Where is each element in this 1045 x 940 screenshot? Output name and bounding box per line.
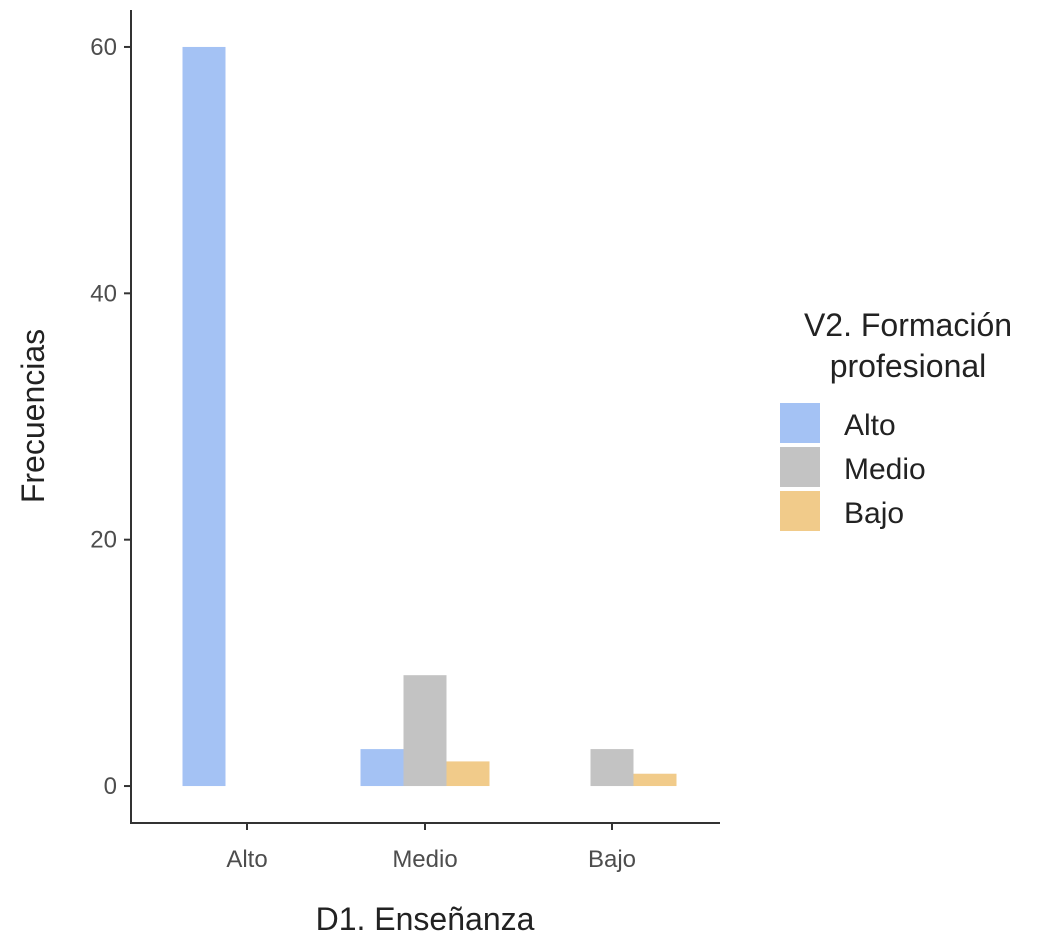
y-axis-ticks: 0 20 40 60: [90, 34, 131, 800]
x-tick-label: Bajo: [588, 846, 636, 873]
legend: V2. Formación profesional Alto Medio Bajo: [780, 307, 1012, 531]
bar-medio-medio: [403, 675, 447, 787]
legend-label-bajo: Bajo: [844, 497, 904, 530]
legend-label-alto: Alto: [844, 409, 896, 442]
legend-items: Alto Medio Bajo: [780, 403, 926, 531]
legend-swatch-medio: [780, 447, 820, 487]
y-tick-label: 0: [104, 773, 117, 800]
legend-swatch-alto: [780, 403, 820, 443]
bar-alto-alto: [182, 46, 226, 787]
legend-swatch-bajo: [780, 491, 820, 531]
legend-title-line-2: profesional: [830, 348, 987, 384]
bar-medio-alto: [360, 749, 404, 787]
legend-title-line-1: V2. Formación: [804, 307, 1012, 343]
bar-medio-bajo: [446, 761, 490, 787]
y-axis-title: Frecuencias: [15, 329, 51, 503]
bar-bajo-medio: [590, 749, 634, 787]
x-tick-label: Medio: [392, 846, 457, 873]
x-axis-ticks: Alto Medio Bajo: [226, 823, 636, 873]
y-tick-label: 20: [90, 527, 117, 554]
bars-layer: [182, 46, 677, 787]
x-axis-title: D1. Enseñanza: [316, 901, 535, 937]
bar-bajo-bajo: [633, 773, 677, 787]
y-tick-label: 40: [90, 280, 117, 307]
x-tick-label: Alto: [226, 846, 267, 873]
legend-label-medio: Medio: [844, 453, 926, 486]
y-tick-label: 60: [90, 34, 117, 61]
